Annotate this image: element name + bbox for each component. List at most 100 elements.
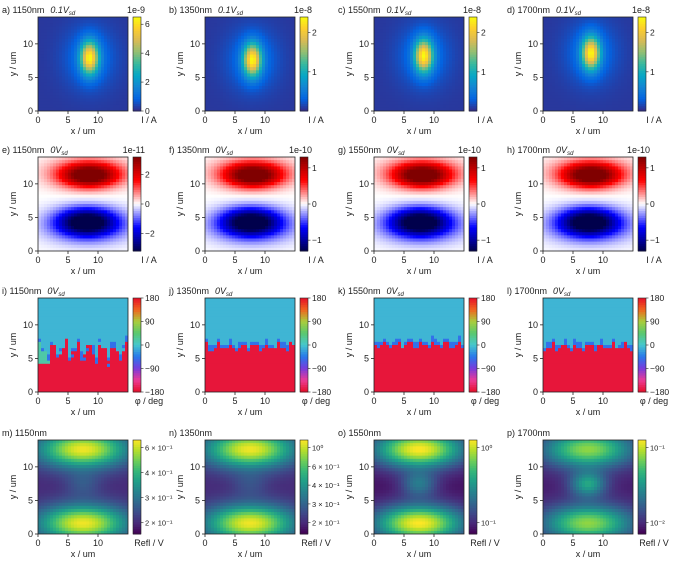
heatmap-cell	[286, 35, 290, 40]
heatmap-cell	[546, 42, 550, 46]
heatmap-cell	[53, 225, 57, 230]
heatmap-cell	[621, 92, 625, 96]
heatmap-cell	[576, 20, 580, 24]
heatmap-cell	[268, 48, 272, 53]
colorbar-segment	[133, 180, 141, 184]
heatmap-cell	[603, 89, 607, 93]
heatmap-cell	[377, 95, 381, 100]
heatmap-cell	[125, 238, 128, 243]
heatmap-cell	[122, 238, 126, 243]
heatmap-cell	[65, 64, 69, 68]
heatmap-cell	[413, 89, 417, 93]
heatmap-cell	[431, 45, 435, 49]
heatmap-cell	[89, 92, 93, 96]
heatmap-cell	[543, 95, 547, 100]
heatmap-cell	[392, 82, 396, 87]
heatmap-cell	[392, 95, 396, 100]
heatmap-cell	[104, 73, 108, 78]
heatmap-cell	[44, 200, 48, 205]
heatmap-cell	[110, 57, 114, 62]
heatmap-cell	[292, 20, 295, 24]
heatmap-cell	[98, 182, 102, 186]
heatmap-cell	[561, 45, 565, 49]
heatmap-cell	[422, 23, 426, 27]
heatmap-cell	[250, 38, 254, 43]
heatmap-cell	[271, 76, 275, 81]
heatmap-cell	[205, 48, 209, 53]
heatmap-cell	[573, 23, 577, 27]
heatmap-cell	[383, 92, 387, 96]
heatmap-cell	[437, 104, 441, 109]
heatmap-cell	[250, 23, 254, 27]
heatmap-cell	[274, 51, 278, 56]
heatmap-cell	[247, 82, 251, 87]
heatmap-cell	[606, 35, 610, 40]
heatmap-cell	[380, 32, 384, 37]
heatmap-cell	[223, 98, 227, 103]
heatmap-cell	[238, 70, 242, 74]
colorbar-segment	[469, 19, 477, 23]
heatmap-cell	[71, 45, 75, 49]
heatmap-cell	[50, 204, 54, 208]
heatmap-cell	[205, 17, 209, 21]
heatmap-cell	[92, 104, 96, 109]
heatmap-cell	[434, 45, 438, 49]
heatmap-cell	[271, 104, 275, 109]
heatmap-cell	[104, 85, 108, 90]
heatmap-cell	[38, 70, 42, 74]
heatmap-cell	[600, 82, 604, 87]
heatmap-cell	[71, 178, 75, 183]
heatmap-cell	[289, 73, 293, 78]
heatmap-cell	[419, 17, 423, 21]
heatmap-cell	[280, 54, 284, 59]
heatmap-cell	[413, 82, 417, 87]
heatmap-cell	[461, 92, 464, 96]
heatmap-cell	[68, 229, 72, 233]
heatmap-cell	[110, 247, 114, 251]
heatmap-cell	[416, 95, 420, 100]
heatmap-cell	[125, 172, 128, 177]
heatmap-cell	[431, 20, 435, 24]
heatmap-cell	[609, 89, 613, 93]
heatmap-cell	[549, 76, 553, 81]
colorbar-tick-label: 2	[650, 28, 655, 38]
heatmap-cell	[579, 23, 583, 27]
heatmap-cell	[59, 191, 63, 196]
heatmap-cell	[56, 20, 60, 24]
heatmap-cell	[543, 42, 547, 46]
heatmap-cell	[59, 85, 63, 90]
heatmap-cell	[208, 98, 212, 103]
heatmap-cell	[268, 64, 272, 68]
heatmap-cell	[86, 235, 90, 240]
heatmap-cell	[214, 166, 218, 171]
heatmap-cell	[380, 29, 384, 34]
heatmap-cell	[567, 64, 571, 68]
heatmap-cell	[74, 204, 78, 208]
heatmap-cell	[229, 85, 233, 90]
heatmap-cell	[624, 35, 628, 40]
heatmap-cell	[377, 70, 381, 74]
heatmap-cell	[582, 20, 586, 24]
heatmap-cell	[380, 20, 384, 24]
heatmap-cell	[422, 38, 426, 43]
heatmap-cell	[573, 57, 577, 62]
heatmap-cell	[59, 194, 63, 199]
heatmap-cell	[125, 82, 128, 87]
heatmap-cell	[461, 73, 464, 78]
heatmap-cell	[95, 166, 99, 171]
heatmap-cell	[247, 29, 251, 34]
heatmap-cell	[398, 35, 402, 40]
colorbar-segment	[638, 94, 646, 98]
colorbar-segment	[300, 35, 308, 39]
heatmap-cell	[546, 23, 550, 27]
heatmap-cell	[101, 172, 105, 177]
heatmap-cell	[50, 232, 54, 236]
y-axis-label: y / um	[175, 52, 185, 77]
heatmap-cell	[80, 197, 84, 202]
heatmap-cell	[271, 60, 275, 65]
heatmap-cell	[101, 207, 105, 211]
heatmap-cell	[205, 197, 209, 202]
heatmap-cell	[89, 188, 93, 193]
heatmap-cell	[95, 48, 99, 53]
heatmap-cell	[452, 85, 456, 90]
